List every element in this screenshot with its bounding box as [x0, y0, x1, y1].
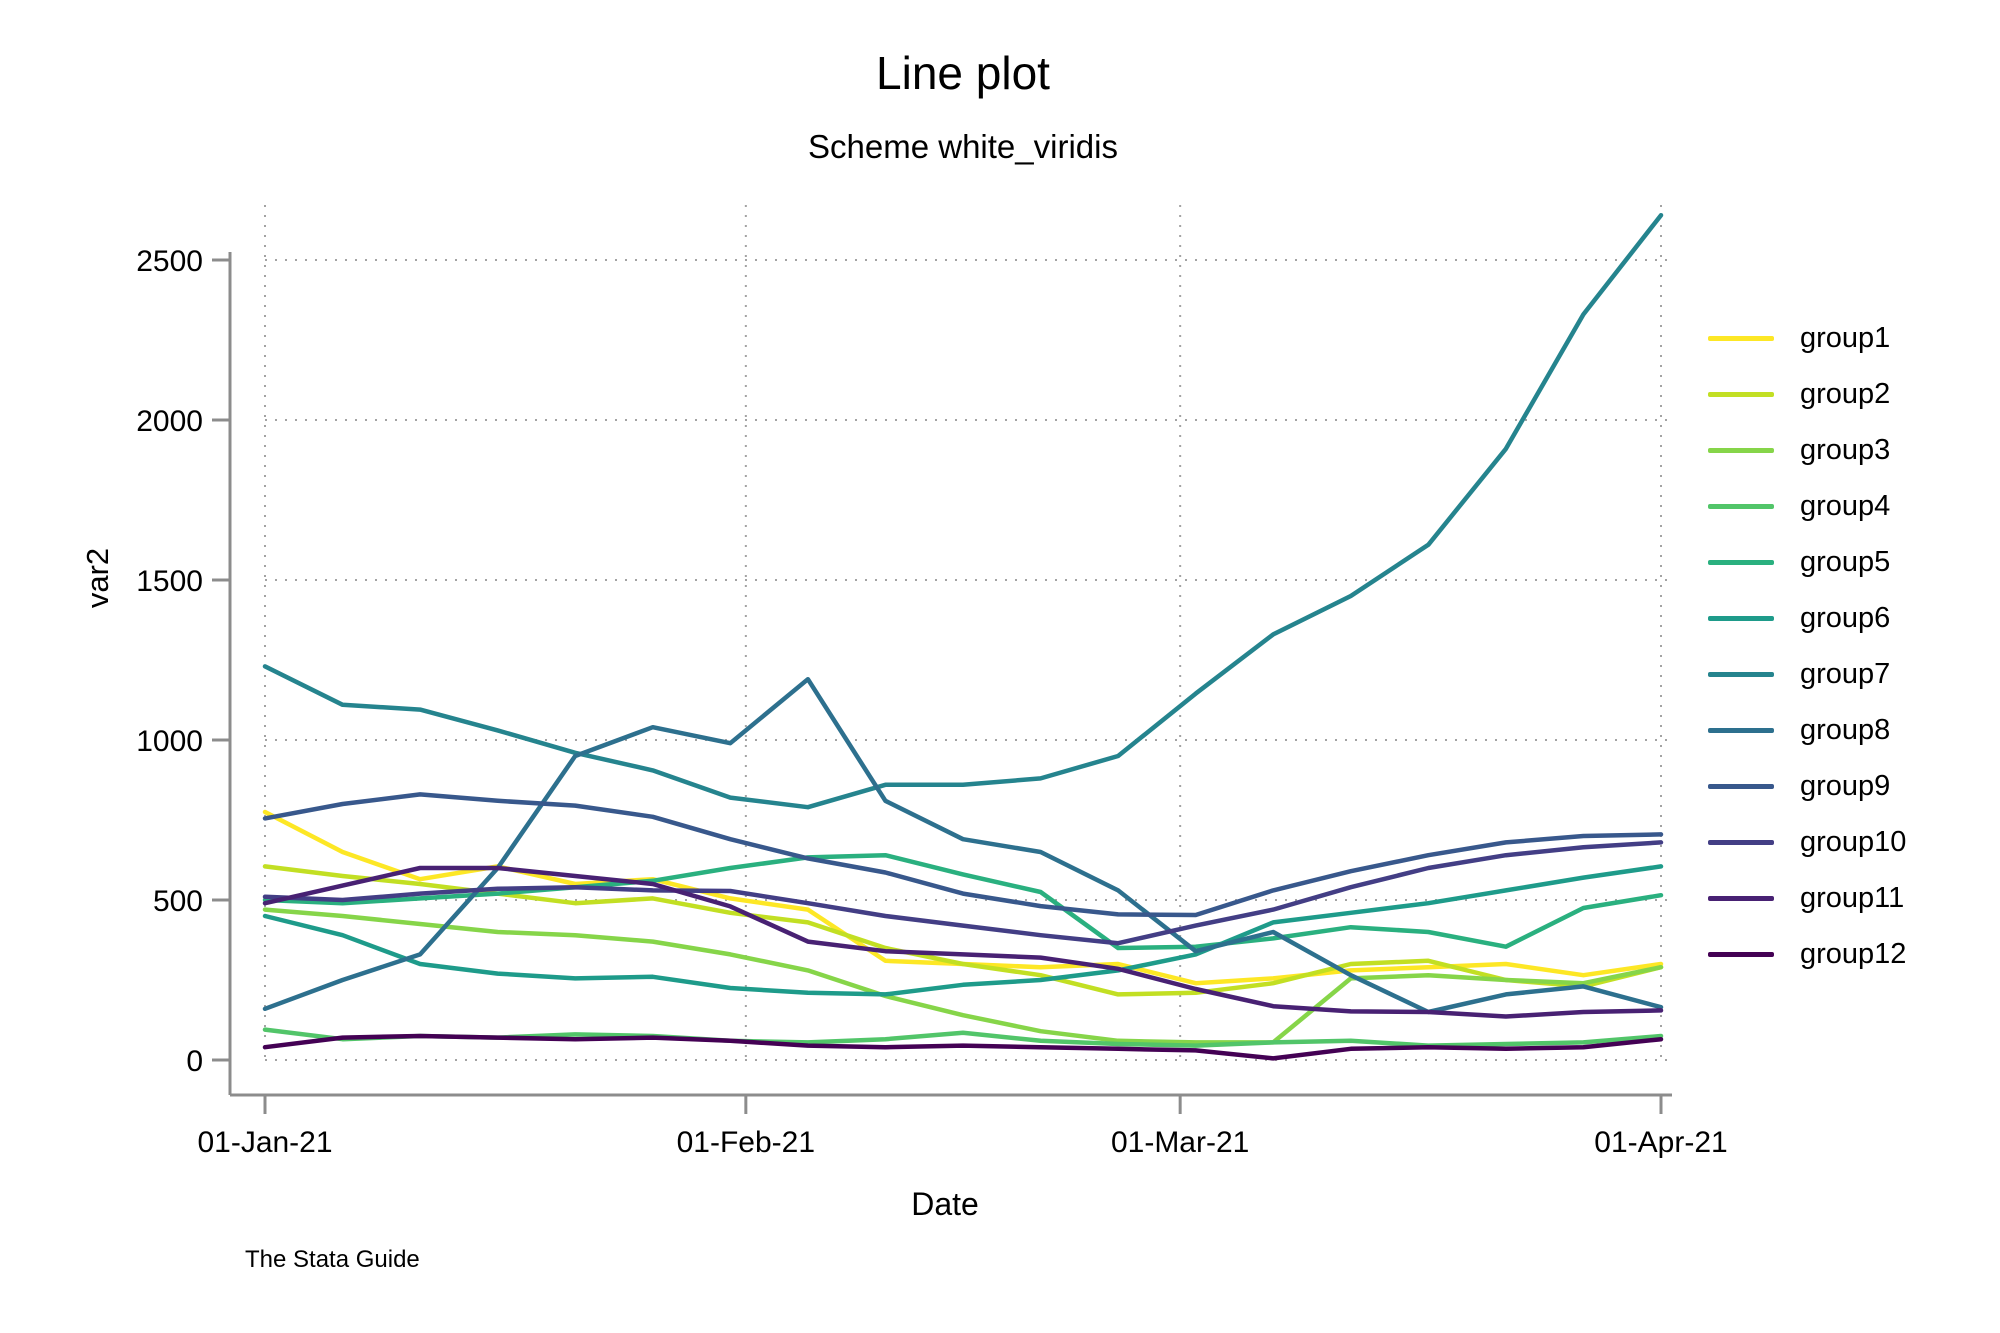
legend-label: group1 — [1800, 321, 1891, 354]
legend-label: group5 — [1800, 545, 1891, 578]
legend-item-group7: group7 — [1708, 646, 1998, 702]
x-tick-label: 01-Apr-21 — [1594, 1126, 1727, 1159]
legend-swatch — [1708, 335, 1774, 341]
legend-item-group8: group8 — [1708, 702, 1998, 758]
legend-label: group4 — [1800, 489, 1891, 522]
x-tick-label: 01-Mar-21 — [1111, 1126, 1249, 1159]
legend-swatch — [1708, 615, 1774, 621]
legend: group1 group2 group3 group4 group5 group6 grou… — [1708, 310, 1998, 982]
legend-label: group12 — [1800, 937, 1907, 970]
legend-swatch — [1708, 727, 1774, 733]
legend-item-group2: group2 — [1708, 366, 1998, 422]
legend-item-group3: group3 — [1708, 422, 1998, 478]
series-line-group11 — [262, 865, 1664, 1019]
x-tick-label: 01-Jan-21 — [197, 1126, 332, 1159]
series-line-group7 — [262, 212, 1664, 810]
legend-swatch — [1708, 503, 1774, 509]
chart-title: Line plot — [876, 47, 1050, 99]
legend-item-group4: group4 — [1708, 478, 1998, 534]
series-line-group10 — [262, 840, 1664, 946]
x-tick-label: 01-Feb-21 — [677, 1126, 815, 1159]
y-tick-label: 500 — [153, 885, 203, 918]
legend-item-group6: group6 — [1708, 590, 1998, 646]
legend-item-group1: group1 — [1708, 310, 1998, 366]
credit-note: The Stata Guide — [245, 1246, 420, 1273]
legend-swatch — [1708, 391, 1774, 397]
legend-swatch — [1708, 895, 1774, 901]
legend-label: group8 — [1800, 713, 1891, 746]
legend-label: group3 — [1800, 433, 1891, 466]
y-tick-label: 2000 — [136, 405, 203, 438]
y-tick-label: 0 — [186, 1045, 203, 1078]
legend-swatch — [1708, 951, 1774, 957]
series-line-group3 — [262, 907, 1664, 1045]
series-line-group5 — [262, 852, 1664, 951]
legend-item-group11: group11 — [1708, 870, 1998, 926]
legend-label: group9 — [1800, 769, 1891, 802]
series-line-group12 — [262, 1033, 1664, 1061]
legend-swatch — [1708, 671, 1774, 677]
legend-swatch — [1708, 783, 1774, 789]
y-tick-label: 1000 — [136, 725, 203, 758]
y-tick-label: 1500 — [136, 565, 203, 598]
y-tick-label: 2500 — [136, 245, 203, 278]
legend-swatch — [1708, 447, 1774, 453]
legend-label: group7 — [1800, 657, 1891, 690]
y-axis-title: var2 — [80, 547, 115, 609]
legend-label: group2 — [1800, 377, 1891, 410]
legend-label: group11 — [1800, 881, 1905, 914]
legend-swatch — [1708, 839, 1774, 845]
legend-item-group10: group10 — [1708, 814, 1998, 870]
x-axis-title: Date — [911, 1186, 979, 1222]
chart-subtitle: Scheme white_viridis — [808, 128, 1118, 165]
legend-label: group6 — [1800, 601, 1891, 634]
series-line-group6 — [262, 864, 1664, 997]
series-line-group9 — [262, 792, 1664, 918]
legend-label: group10 — [1800, 825, 1907, 858]
legend-item-group5: group5 — [1708, 534, 1998, 590]
legend-item-group9: group9 — [1708, 758, 1998, 814]
legend-swatch — [1708, 559, 1774, 565]
legend-item-group12: group12 — [1708, 926, 1998, 982]
